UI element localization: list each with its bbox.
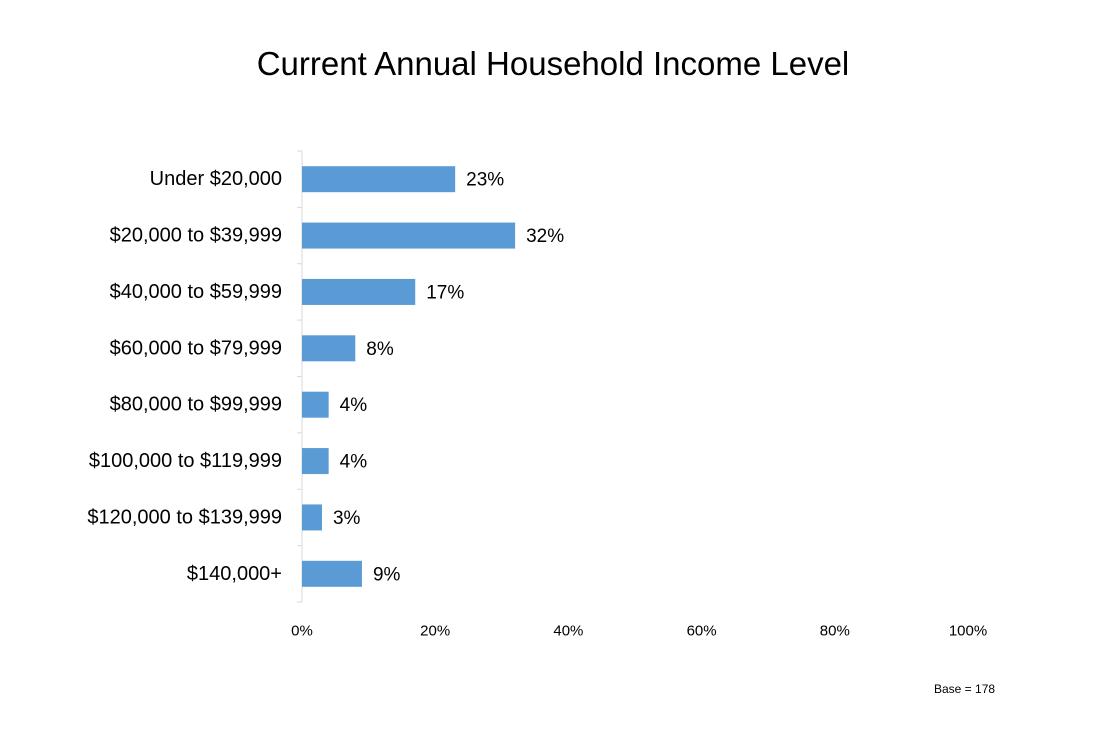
category-label: $20,000 to $39,999 [110,225,282,247]
data-label: 32% [526,226,564,247]
bar [302,166,456,193]
base-note: Base = 178 [934,682,996,696]
bar [302,504,322,531]
x-tick-label: 40% [553,623,583,640]
category-label: $120,000 to $139,999 [87,506,282,528]
data-label: 17% [426,282,464,303]
category-label: $60,000 to $79,999 [110,337,282,359]
category-label: $80,000 to $99,999 [110,394,282,416]
bar [302,448,329,475]
x-tick-label: 0% [291,623,313,640]
x-tick-label: 80% [820,623,850,640]
x-tick-label: 60% [687,623,717,640]
x-tick-label: 100% [949,623,987,640]
category-label: $100,000 to $119,999 [89,450,282,472]
bar [302,335,356,362]
chart-title: Current Annual Household Income Level [256,45,850,82]
bar [302,278,416,305]
data-label: 8% [366,339,394,360]
data-label: 3% [333,508,361,529]
category-label: $40,000 to $59,999 [110,281,282,303]
bar [302,560,362,587]
data-label: 23% [466,170,504,191]
category-label: Under $20,000 [150,168,282,190]
bar [302,391,329,418]
data-label: 4% [340,452,368,473]
x-tick-label: 20% [420,623,450,640]
data-label: 9% [373,564,401,585]
category-label: $140,000+ [187,563,282,585]
bar [302,222,516,249]
data-label: 4% [340,395,368,416]
